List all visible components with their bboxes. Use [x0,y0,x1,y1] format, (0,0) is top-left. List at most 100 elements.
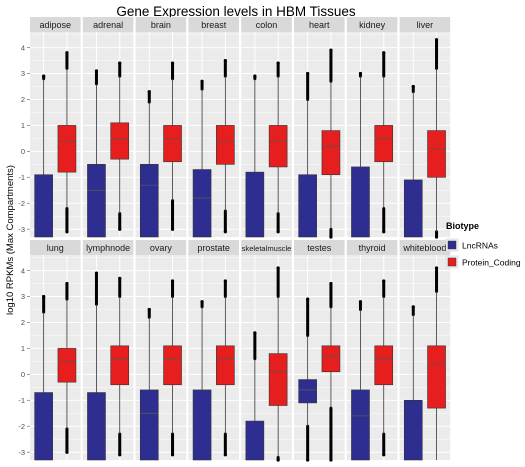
outlier-point [276,230,280,234]
box-lncrnas-kidney [351,71,370,238]
y-tick-label: 2 [21,318,25,327]
outlier-point [306,297,310,301]
box-protein-coding-whiteblood [427,266,446,460]
box-body [139,389,159,461]
outlier-point [147,307,151,312]
strip-background [30,17,81,32]
y-tick-label: 1 [21,121,25,130]
outlier-point [306,458,310,462]
strip-label-lung: lung [47,243,64,253]
outlier-point [200,79,204,83]
facet-prostate: prostate [188,240,239,461]
chart-title: Gene Expression levels in HBM Tissues [116,4,356,19]
box-body [57,348,77,383]
outlier-point [306,71,310,76]
outlier-point [329,458,333,462]
outlier-point [94,271,99,275]
box-protein-coding-kidney [374,51,394,234]
legend-title: Biotype [446,221,479,231]
box-lncrnas-skeletalmuscle [245,331,265,461]
strip-background [399,17,451,32]
box-protein-coding-heart [321,48,341,239]
strip-background [294,17,345,32]
outlier-point [382,230,386,234]
facet-breast: breast [188,17,239,238]
strip-background [346,240,398,255]
box-protein-coding-liver [427,38,446,239]
facet-panels: adipose adrenal brain breast colon heart kidne… [18,17,451,462]
box-protein-coding-ovary [163,279,182,457]
strip-background [82,240,134,255]
strip-background [241,240,292,255]
box-lncrnas-adipose [34,74,53,238]
box-body [87,392,106,461]
outlier-point [200,300,204,304]
box-protein-coding-breast [216,58,235,234]
outlier-point [358,71,363,76]
outlier-point [382,51,386,55]
y-tick-label: -3 [18,225,25,234]
box-body [403,179,423,238]
box-body [298,174,317,238]
box-body [87,164,106,238]
box-protein-coding-adrenal [110,61,130,231]
outlier-point [329,235,333,239]
box-body [216,125,235,165]
box-body [245,420,265,461]
box-body [268,353,288,406]
y-tick-label: 1 [21,344,25,353]
outlier-point [170,61,175,65]
legend-label-lncrnas: LncRNAs [462,241,498,251]
strip-background [294,240,345,255]
box-lncrnas-liver [403,84,423,238]
legend-swatch-lncrnas [447,240,457,250]
facet-lymphnode: lymphnode [82,240,134,461]
outlier-point [329,281,333,286]
strip-label-thyroid: thyroid [359,243,386,253]
outlier-point [42,294,46,299]
box-body [192,389,212,461]
outlier-point [253,74,257,78]
box-lncrnas-whiteblood [403,305,423,461]
outlier-point [382,453,386,457]
box-body [163,125,182,163]
outlier-point [65,230,69,234]
outlier-point [276,458,280,462]
y-tick-label: -1 [18,173,25,182]
box-body [403,400,423,461]
outlier-point [42,74,46,78]
y-tick-label: 0 [21,370,25,379]
box-protein-coding-prostate [216,279,235,457]
outlier-point [170,453,175,457]
strip-label-adipose: adipose [40,20,72,30]
box-body [57,125,77,173]
box-lncrnas-thyroid [351,300,370,461]
strip-label-heart: heart [309,20,330,30]
outlier-point [276,61,280,65]
outlier-point [276,266,280,270]
strip-background [30,240,81,255]
box-body [110,345,130,386]
box-body [34,174,53,238]
facet-ovary: ovary [135,240,187,461]
box-lncrnas-prostate [192,300,212,461]
box-lncrnas-testes [298,297,317,462]
box-protein-coding-adipose [57,51,77,234]
strip-label-kidney: kidney [359,20,386,30]
box-lncrnas-ovary [139,307,159,461]
strip-label-prostate: prostate [197,243,230,253]
box-body [110,122,130,160]
box-lncrnas-colon [245,74,265,238]
outlier-point [223,453,227,457]
y-tick-label: 3 [21,292,25,301]
facet-lung: lung [30,240,81,461]
strip-label-breast: breast [201,20,227,30]
strip-label-whiteblood: whiteblood [402,243,446,253]
box-protein-coding-thyroid [374,279,394,457]
box-lncrnas-brain [139,90,159,238]
facet-liver: liver [399,17,451,239]
outlier-point [118,227,122,231]
facet-adipose: adipose [30,17,81,238]
box-body [427,130,446,178]
outlier-point [170,227,175,231]
